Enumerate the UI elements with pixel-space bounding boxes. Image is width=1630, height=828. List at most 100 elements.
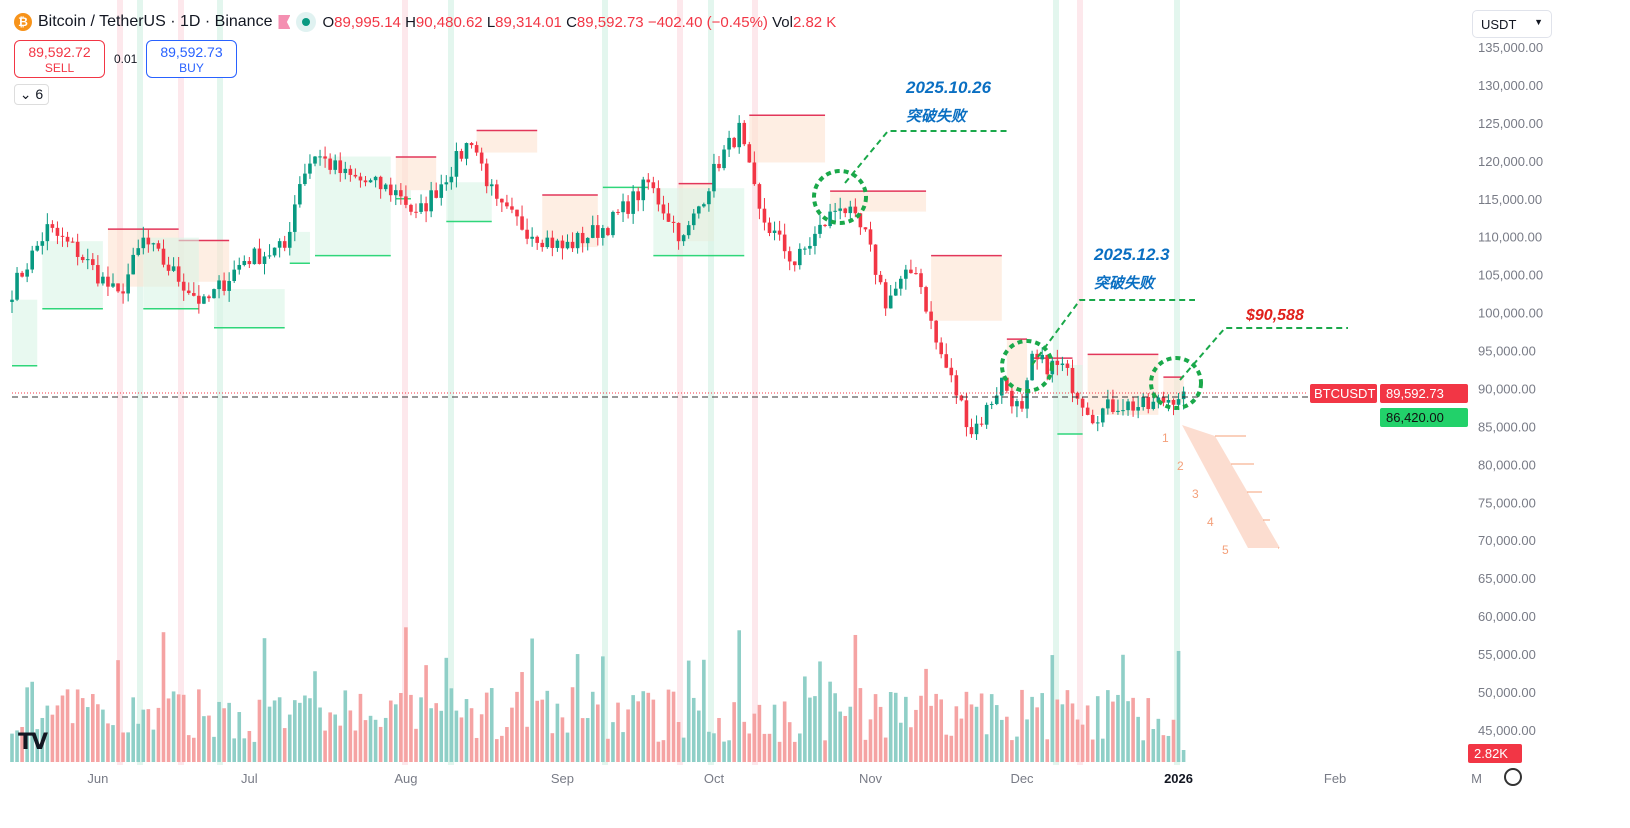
- uptrend-fill: [395, 190, 411, 199]
- volume-bar: [237, 712, 242, 762]
- downtrend-fill: [931, 255, 1002, 321]
- volume-bar: [55, 705, 60, 762]
- volume-bar: [666, 689, 671, 762]
- flag-icon[interactable]: [278, 15, 291, 29]
- candle-body: [742, 122, 747, 145]
- y-tick-label: 110,000.00: [1478, 230, 1542, 245]
- highlight-circle: [812, 169, 868, 225]
- volume-bar: [565, 732, 570, 762]
- volume-bar: [242, 738, 247, 762]
- volume-bar: [495, 739, 499, 762]
- candle-body: [833, 210, 837, 212]
- candle-body: [899, 278, 903, 289]
- volume-bar: [459, 717, 464, 762]
- x-tick-label: Dec: [1010, 771, 1034, 786]
- volume-bar: [863, 739, 868, 762]
- symbol-header: ₿ Bitcoin / TetherUS · 1D · Binance O89,…: [14, 12, 836, 32]
- volume-bar: [136, 723, 141, 762]
- volume-bar: [959, 718, 964, 762]
- candle-body: [267, 255, 272, 257]
- volume-bar: [601, 656, 605, 762]
- volume-bar: [161, 632, 166, 762]
- candle-body: [530, 236, 534, 239]
- candle-body: [949, 367, 954, 376]
- candle-body: [348, 168, 353, 175]
- candle-body: [964, 400, 969, 428]
- candle-body: [878, 274, 883, 283]
- volume-bar: [878, 706, 883, 762]
- volume-bar: [1020, 689, 1024, 762]
- candle-body: [293, 204, 297, 232]
- candle-body: [378, 176, 383, 190]
- candle-body: [989, 403, 994, 405]
- volume-bar: [505, 727, 509, 762]
- symbol-title[interactable]: Bitcoin / TetherUS · 1D · Binance: [38, 13, 273, 30]
- sell-button[interactable]: 89,592.72 SELL: [14, 40, 105, 78]
- indicators-toggle[interactable]: ⌄ 6: [14, 84, 49, 105]
- volume-bar: [1025, 719, 1029, 762]
- volume-bar: [1055, 699, 1060, 762]
- x-tick-label: Oct: [704, 771, 725, 786]
- volume-bar: [1121, 654, 1125, 762]
- volume-bar: [101, 709, 105, 762]
- volume-bar: [338, 725, 343, 762]
- candle-body: [954, 375, 959, 396]
- volume-bar: [686, 660, 691, 762]
- y-tick-label: 60,000.00: [1478, 609, 1536, 624]
- annotation-text: 突破失败: [1094, 274, 1157, 292]
- projection-step-label: 2: [1177, 459, 1184, 473]
- volume-bar: [91, 694, 95, 762]
- uptrend-fill: [42, 241, 103, 309]
- candle-body: [50, 224, 55, 228]
- volume-bar: [904, 696, 908, 762]
- candle-body: [308, 163, 312, 174]
- volume-bar: [560, 717, 565, 762]
- y-tick-label: 55,000.00: [1478, 647, 1536, 662]
- candle-body: [1040, 354, 1044, 360]
- currency-select[interactable]: USDT ▼: [1472, 10, 1552, 38]
- candle-body: [671, 221, 676, 223]
- volume-bar: [954, 706, 959, 762]
- candle-body: [1055, 360, 1060, 365]
- candle-body: [1035, 353, 1039, 360]
- candle-body: [353, 174, 358, 177]
- candle-body: [924, 287, 928, 312]
- volume-bar: [247, 730, 252, 762]
- uptrend-fill: [214, 289, 285, 328]
- candle-body: [399, 190, 403, 197]
- volume-bar: [1095, 696, 1100, 762]
- candle-body: [535, 236, 539, 243]
- volume-bar: [555, 703, 560, 762]
- volume-bar: [333, 714, 337, 762]
- volume-bar: [984, 734, 989, 762]
- settings-gear-icon[interactable]: [1504, 768, 1522, 786]
- volume-bar: [843, 715, 848, 762]
- candle-body: [585, 237, 590, 244]
- y-tick-label: 85,000.00: [1478, 419, 1536, 434]
- x-tick-label: Sep: [551, 771, 574, 786]
- volume-bar: [969, 704, 974, 762]
- volume-bar: [343, 690, 348, 762]
- candle-body: [80, 256, 85, 261]
- volume-bar: [1005, 716, 1009, 762]
- candle-body: [1181, 391, 1186, 400]
- candle-body: [727, 137, 731, 150]
- candle-body: [1171, 400, 1176, 405]
- candle-body: [96, 265, 100, 284]
- volume-bar: [979, 693, 984, 762]
- candle-body: [520, 216, 524, 230]
- volume-bar: [489, 688, 494, 762]
- volume-bar: [1075, 719, 1080, 762]
- y-tick-label: 70,000.00: [1478, 533, 1536, 548]
- volume-bar: [419, 697, 423, 762]
- volume-bar: [934, 693, 938, 762]
- signal-band: [602, 0, 608, 765]
- volume-bar: [35, 729, 40, 762]
- volume-bar: [818, 661, 822, 762]
- volume-bar: [414, 728, 418, 762]
- volume-bar: [257, 699, 262, 762]
- buy-button[interactable]: 89,592.73 BUY: [146, 40, 237, 78]
- volume-bar: [636, 701, 640, 762]
- volume-bar: [888, 692, 893, 762]
